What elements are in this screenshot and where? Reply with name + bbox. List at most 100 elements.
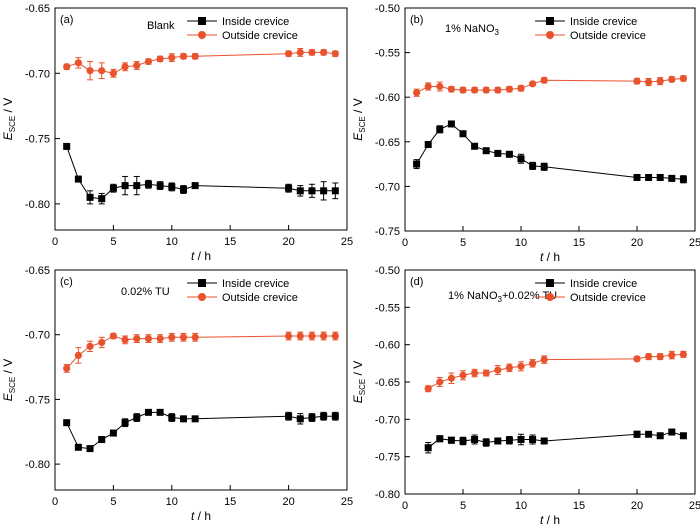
legend-entry-0: Inside crevice <box>570 16 637 28</box>
data-point <box>633 77 641 85</box>
data-point <box>447 120 455 128</box>
data-point <box>436 378 444 386</box>
y-axis-label-sub: SCE <box>358 116 367 132</box>
data-point <box>191 52 199 60</box>
data-point <box>668 428 676 436</box>
series-line-0 <box>427 431 684 449</box>
data-point <box>308 414 316 422</box>
data-point <box>168 414 176 422</box>
data-point <box>285 412 293 420</box>
y-axis-label: ESCE / V <box>1 359 17 401</box>
x-tick-label: 0 <box>402 237 408 249</box>
legend-marker-0 <box>546 17 554 25</box>
plot-frame <box>54 269 348 491</box>
condition-annotation: 1% NaNO3+0.02% TU <box>448 290 557 304</box>
data-point <box>296 332 304 340</box>
data-point <box>517 155 525 163</box>
x-axis-label-unit: / h <box>543 513 560 525</box>
y-axis-label-sub: SCE <box>358 379 367 395</box>
x-tick-label: 25 <box>689 500 700 512</box>
data-point <box>459 371 467 379</box>
x-axis-label-var: t <box>191 509 195 523</box>
y-tick-label: -0.75 <box>25 394 50 406</box>
data-point <box>656 432 664 440</box>
data-point <box>447 436 455 444</box>
data-point <box>459 437 467 445</box>
y-tick-label: -0.70 <box>375 414 400 426</box>
x-axis-label: t / h <box>191 509 211 523</box>
x-tick-label: 0 <box>402 500 408 512</box>
data-point <box>63 364 71 372</box>
series-line-1 <box>416 78 684 94</box>
data-point <box>494 86 502 94</box>
y-tick-label: -0.70 <box>25 330 50 342</box>
data-point <box>540 76 548 84</box>
legend-entry-1: Outside crevice <box>570 30 646 42</box>
data-point <box>424 82 432 91</box>
data-point <box>74 351 82 360</box>
data-point <box>505 436 513 444</box>
data-point <box>471 142 479 150</box>
data-point <box>482 438 490 446</box>
x-tick-label: 10 <box>166 496 178 508</box>
x-tick-label: 20 <box>631 237 643 249</box>
data-point <box>144 180 152 188</box>
x-tick-label: 15 <box>224 236 236 248</box>
data-point <box>656 173 664 181</box>
data-point <box>168 333 176 341</box>
data-point <box>63 63 71 71</box>
data-point <box>133 182 141 190</box>
legend-entry-1: Outside crevice <box>222 292 298 304</box>
x-tick-label: 5 <box>460 500 466 512</box>
series-1 <box>63 331 339 373</box>
series-line-1 <box>66 51 336 74</box>
data-point <box>331 50 339 58</box>
data-point <box>98 67 106 75</box>
data-point <box>156 334 164 343</box>
data-point <box>98 338 106 347</box>
data-point <box>74 59 82 67</box>
data-point <box>133 334 141 343</box>
condition-annotation-tail: +0.02% TU <box>502 290 557 302</box>
panel-label: (b) <box>410 14 423 26</box>
data-point <box>436 435 444 443</box>
condition-annotation-sub: 3 <box>495 28 500 37</box>
data-point <box>540 437 548 445</box>
y-tick-label: -0.75 <box>375 226 400 238</box>
data-point <box>679 74 688 83</box>
legend-marker-0 <box>546 279 554 287</box>
y-tick-label: -0.80 <box>25 459 50 471</box>
data-point <box>656 77 664 85</box>
data-point <box>471 86 479 94</box>
data-point <box>179 52 188 60</box>
y-axis-label: ESCE / V <box>351 361 367 403</box>
y-tick-label: -0.55 <box>375 48 400 60</box>
data-point <box>447 374 455 382</box>
data-point <box>436 82 444 91</box>
data-point <box>121 336 129 344</box>
data-point <box>308 48 316 57</box>
data-point <box>144 334 153 343</box>
chart-panel-0: 0 5 10 15 20 25 -0.65 -0.70 -0.75 -0.80 t / h ESCE … <box>1 3 353 263</box>
legend-marker-0 <box>198 279 206 287</box>
data-point <box>633 173 641 181</box>
y-axis-label-unit: / V <box>1 359 15 377</box>
chart-panel-1: 0 5 10 15 20 25 -0.50 -0.55 -0.60 -0.65 -0.70 -0.75… <box>351 3 700 264</box>
data-point <box>320 48 328 57</box>
data-point <box>285 184 293 192</box>
x-axis-label-unit: / h <box>194 509 211 523</box>
data-point <box>656 353 664 361</box>
data-point <box>320 412 328 420</box>
legend-marker-1 <box>198 31 206 39</box>
data-point <box>144 57 153 66</box>
condition-annotation: Blank <box>147 20 175 32</box>
data-point <box>494 366 502 374</box>
x-tick-label: 0 <box>52 496 58 508</box>
x-tick-label: 10 <box>166 236 178 248</box>
data-point <box>529 162 537 170</box>
data-point <box>424 385 432 393</box>
data-point <box>179 415 187 423</box>
x-tick-label: 10 <box>515 500 527 512</box>
plot-frame <box>404 7 696 232</box>
